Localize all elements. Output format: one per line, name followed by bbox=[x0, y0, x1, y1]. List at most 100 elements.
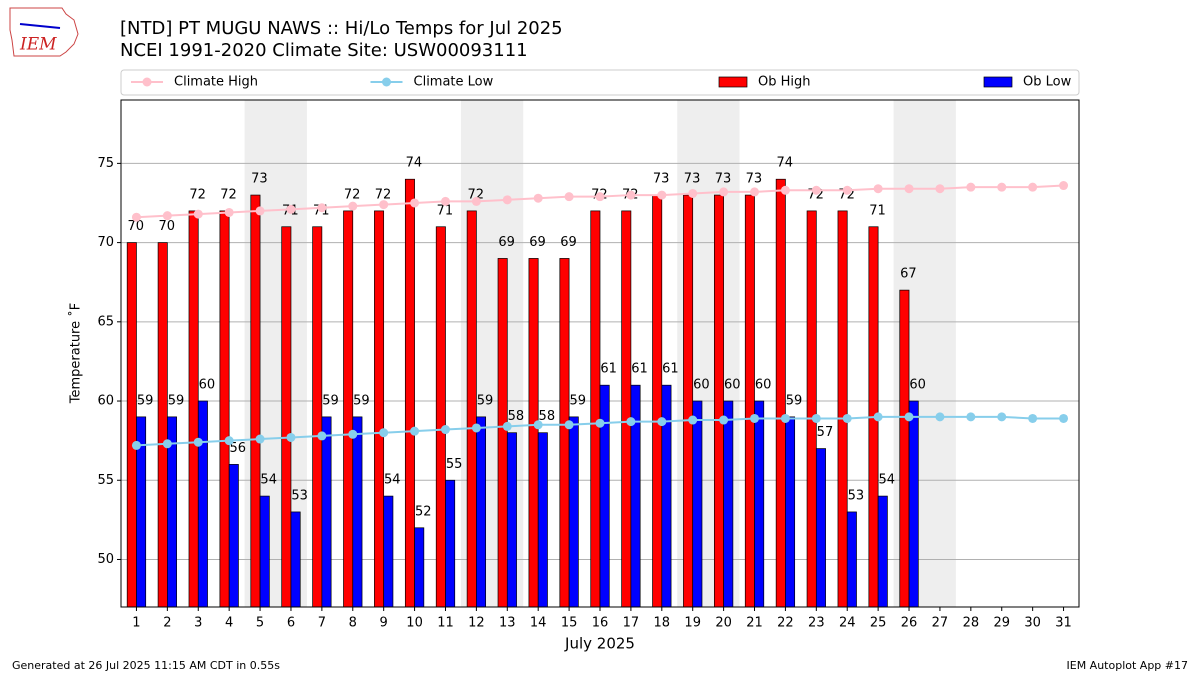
legend-label: Climate High bbox=[174, 75, 258, 90]
point bbox=[224, 436, 234, 446]
point bbox=[780, 185, 790, 195]
point bbox=[688, 415, 698, 425]
value-label: 69 bbox=[560, 235, 577, 250]
y-tick-label: 70 bbox=[97, 235, 114, 250]
point bbox=[904, 412, 914, 422]
value-label: 54 bbox=[878, 473, 895, 488]
value-label: 53 bbox=[291, 488, 308, 503]
bar bbox=[908, 400, 919, 608]
point bbox=[626, 190, 636, 200]
x-tick-label: 19 bbox=[684, 616, 701, 631]
value-label: 54 bbox=[384, 473, 401, 488]
bar bbox=[219, 210, 230, 608]
point bbox=[1028, 182, 1038, 192]
point bbox=[348, 201, 358, 211]
value-label: 59 bbox=[477, 393, 494, 408]
point bbox=[131, 212, 141, 222]
value-label: 72 bbox=[220, 187, 237, 202]
legend-label: Ob Low bbox=[1023, 75, 1072, 90]
value-label: 73 bbox=[684, 172, 701, 187]
point bbox=[935, 184, 945, 194]
legend-box bbox=[120, 69, 1080, 96]
point bbox=[286, 432, 296, 442]
point bbox=[564, 192, 574, 202]
value-label: 61 bbox=[631, 362, 648, 377]
value-label: 60 bbox=[724, 378, 741, 393]
point bbox=[719, 415, 729, 425]
value-label: 58 bbox=[539, 409, 556, 424]
value-label: 73 bbox=[251, 172, 268, 187]
bar bbox=[281, 226, 292, 608]
point bbox=[780, 413, 790, 423]
legend-label: Climate Low bbox=[414, 75, 494, 90]
legend-marker bbox=[382, 77, 391, 87]
value-label: 60 bbox=[909, 378, 926, 393]
point bbox=[657, 190, 667, 200]
point bbox=[595, 418, 605, 428]
bar bbox=[877, 495, 888, 608]
point bbox=[719, 187, 729, 197]
chart-subtitle: NCEI 1991-2020 Climate Site: USW00093111 bbox=[120, 40, 528, 61]
bar bbox=[837, 210, 848, 608]
value-label: 73 bbox=[746, 172, 763, 187]
bar bbox=[754, 400, 765, 608]
value-label: 71 bbox=[437, 203, 454, 218]
value-label: 60 bbox=[199, 378, 216, 393]
x-tick-label: 29 bbox=[993, 616, 1010, 631]
value-label: 56 bbox=[230, 441, 247, 456]
point bbox=[533, 193, 543, 203]
bar bbox=[228, 464, 239, 608]
x-tick-label: 12 bbox=[468, 616, 485, 631]
point bbox=[193, 209, 203, 219]
bar bbox=[197, 400, 208, 608]
bar bbox=[414, 527, 425, 608]
bar bbox=[126, 242, 137, 608]
point bbox=[255, 434, 265, 444]
bar bbox=[404, 178, 415, 608]
bar bbox=[374, 210, 385, 608]
point bbox=[904, 184, 914, 194]
point bbox=[410, 426, 420, 436]
point bbox=[1059, 181, 1069, 191]
point bbox=[348, 429, 358, 439]
x-axis-label: July 2025 bbox=[564, 635, 635, 653]
bar bbox=[621, 210, 632, 608]
point bbox=[626, 417, 636, 427]
bar bbox=[692, 400, 703, 608]
point bbox=[162, 211, 172, 221]
plot-frame bbox=[120, 99, 1080, 608]
x-tick-label: 6 bbox=[287, 616, 295, 631]
point bbox=[1028, 413, 1038, 423]
bar bbox=[435, 226, 446, 608]
x-tick-label: 30 bbox=[1024, 616, 1041, 631]
footer-right: IEM Autoplot App #17 bbox=[1067, 659, 1189, 672]
x-tick-label: 13 bbox=[499, 616, 516, 631]
value-label: 52 bbox=[415, 504, 432, 519]
x-tick-label: 20 bbox=[715, 616, 732, 631]
value-label: 71 bbox=[869, 203, 886, 218]
value-label: 69 bbox=[529, 235, 546, 250]
point bbox=[162, 439, 172, 449]
bar bbox=[775, 178, 786, 608]
bar bbox=[383, 495, 394, 608]
bar bbox=[537, 432, 548, 608]
bar bbox=[343, 210, 354, 608]
x-tick-label: 15 bbox=[561, 616, 578, 631]
bar bbox=[744, 194, 755, 608]
y-tick-label: 55 bbox=[97, 473, 114, 488]
bar bbox=[713, 194, 724, 608]
point bbox=[471, 423, 481, 433]
point bbox=[595, 192, 605, 202]
x-tick-label: 5 bbox=[256, 616, 264, 631]
value-label: 59 bbox=[168, 393, 185, 408]
logo-stroke bbox=[19, 23, 61, 29]
bar bbox=[528, 258, 539, 608]
point bbox=[533, 420, 543, 430]
bar bbox=[321, 416, 332, 608]
x-tick-label: 24 bbox=[839, 616, 856, 631]
x-tick-label: 10 bbox=[406, 616, 423, 631]
point bbox=[935, 412, 945, 422]
point bbox=[873, 412, 883, 422]
bar bbox=[259, 495, 270, 608]
point bbox=[688, 188, 698, 198]
